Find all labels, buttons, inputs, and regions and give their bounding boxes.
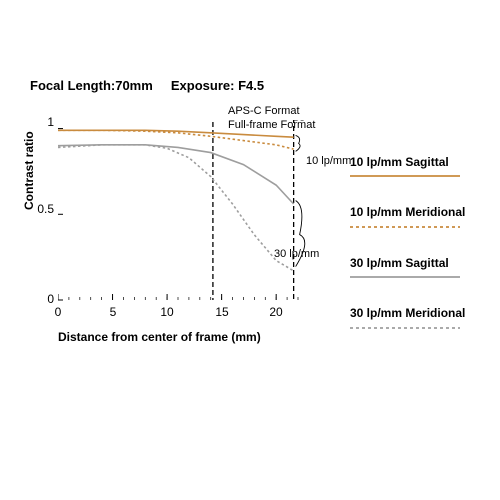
chart-header: Focal Length:70mm Exposure: F4.5 [30,78,264,93]
legend-item-mer10: 10 lp/mm Meridional [350,205,465,229]
x-tick-0: 0 [48,305,68,319]
x-axis-label: Distance from center of frame (mm) [58,330,298,344]
legend-label: 10 lp/mm Meridional [350,205,465,219]
legend-swatch-sag30 [350,274,460,280]
legend-label: 30 lp/mm Meridional [350,306,465,320]
apsc-format-label: APS-C Format [228,105,300,117]
exposure-label: Exposure: [171,78,235,93]
legend: 10 lp/mm Sagittal 10 lp/mm Meridional 30… [350,155,465,357]
focal-value: 70mm [115,78,153,93]
legend-label: 30 lp/mm Sagittal [350,256,449,270]
focal-label: Focal Length: [30,78,115,93]
exposure-value: F4.5 [238,78,264,93]
legend-swatch-mer30 [350,325,460,331]
y-tick-1: 1 [36,115,54,129]
mtf-chart [58,120,368,320]
legend-label: 10 lp/mm Sagittal [350,155,449,169]
legend-swatch-sag10 [350,173,460,179]
y-axis-label: Contrast ratio [22,131,36,210]
x-tick-10: 10 [157,305,177,319]
annotation-30lpmm: 30 lp/mm [274,248,319,260]
y-tick-05: 0.5 [36,202,54,216]
legend-swatch-mer10 [350,224,460,230]
legend-item-sag30: 30 lp/mm Sagittal [350,256,465,280]
full-frame-format-label: Full-frame Format [228,119,315,131]
y-tick-0: 0 [36,292,54,306]
legend-item-mer30: 30 lp/mm Meridional [350,306,465,330]
legend-item-sag10: 10 lp/mm Sagittal [350,155,465,179]
x-tick-5: 5 [103,305,123,319]
x-tick-20: 20 [266,305,286,319]
annotation-10lpmm: 10 lp/mm [306,155,351,167]
x-tick-15: 15 [212,305,232,319]
